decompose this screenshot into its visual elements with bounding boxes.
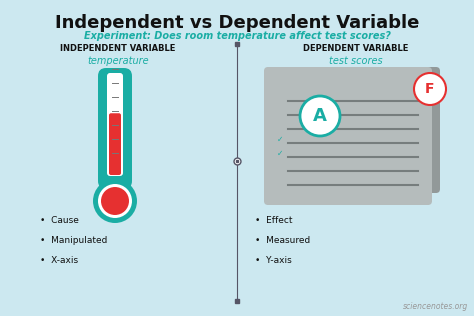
Text: temperature: temperature bbox=[87, 56, 149, 66]
Text: ✓: ✓ bbox=[277, 135, 283, 143]
Text: •  Manipulated: • Manipulated bbox=[40, 236, 108, 245]
FancyBboxPatch shape bbox=[98, 68, 132, 189]
Circle shape bbox=[98, 184, 132, 218]
Circle shape bbox=[414, 73, 446, 105]
Text: INDEPENDENT VARIABLE: INDEPENDENT VARIABLE bbox=[60, 44, 176, 53]
FancyBboxPatch shape bbox=[282, 67, 440, 193]
Text: •  Y-axis: • Y-axis bbox=[255, 256, 292, 265]
Text: •  X-axis: • X-axis bbox=[40, 256, 78, 265]
Text: •  Cause: • Cause bbox=[40, 216, 79, 225]
Text: Independent vs Dependent Variable: Independent vs Dependent Variable bbox=[55, 14, 419, 32]
Circle shape bbox=[101, 187, 129, 215]
FancyBboxPatch shape bbox=[107, 73, 123, 176]
Text: DEPENDENT VARIABLE: DEPENDENT VARIABLE bbox=[303, 44, 409, 53]
Text: test scores: test scores bbox=[329, 56, 383, 66]
FancyBboxPatch shape bbox=[264, 67, 432, 205]
FancyBboxPatch shape bbox=[109, 113, 121, 175]
Text: Experiment: Does room temperature affect test scores?: Experiment: Does room temperature affect… bbox=[83, 31, 391, 41]
Text: F: F bbox=[425, 82, 435, 96]
Circle shape bbox=[300, 96, 340, 136]
Text: sciencenotes.org: sciencenotes.org bbox=[403, 302, 468, 311]
Text: ✓: ✓ bbox=[277, 149, 283, 157]
Text: •  Measured: • Measured bbox=[255, 236, 310, 245]
Text: •  Effect: • Effect bbox=[255, 216, 292, 225]
Text: A: A bbox=[313, 107, 327, 125]
Circle shape bbox=[93, 179, 137, 223]
